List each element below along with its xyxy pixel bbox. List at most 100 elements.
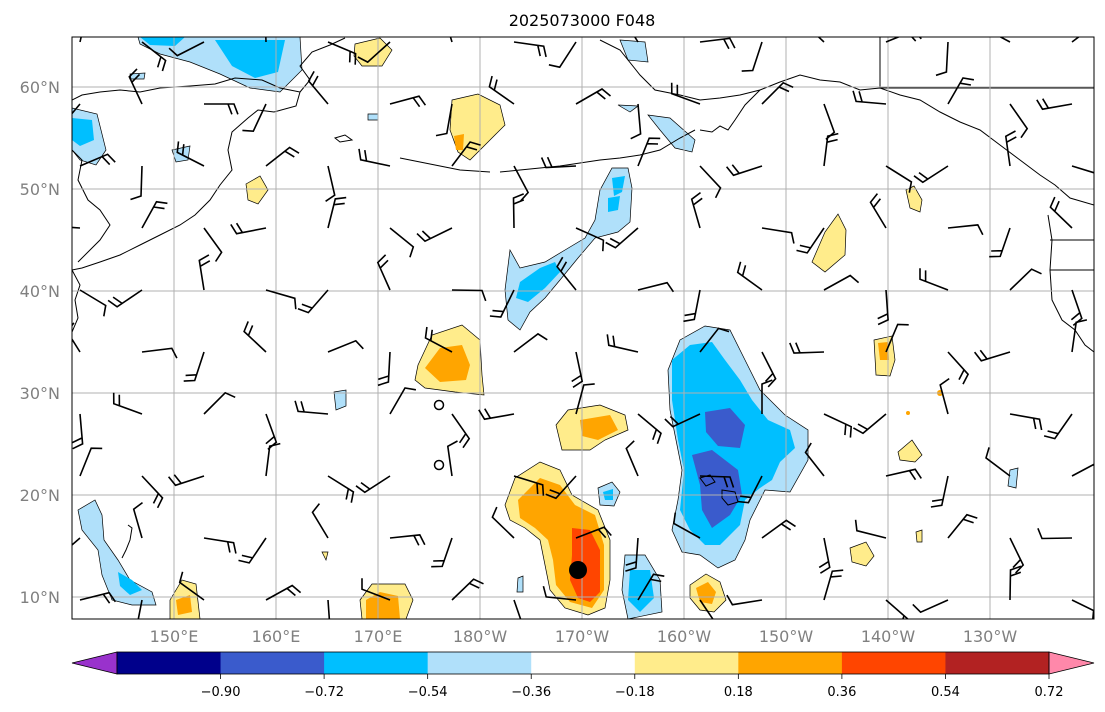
wind-barb — [1049, 196, 1073, 229]
wind-barb — [435, 103, 453, 137]
wind-barb — [1009, 413, 1043, 431]
wind-barb — [761, 81, 794, 105]
map-area — [72, 37, 1094, 619]
wind-barb — [297, 289, 329, 314]
wind-barb — [489, 289, 515, 318]
wind-barb — [451, 141, 481, 167]
wind-barb — [625, 537, 639, 572]
wind-barb — [203, 227, 223, 262]
colorbar-cell — [117, 652, 222, 674]
wind-barbs — [72, 37, 1094, 619]
lon-label: 130°W — [963, 627, 1018, 646]
wind-barb — [637, 573, 665, 601]
shaded-field-positive — [169, 37, 943, 619]
colorbar-tick-label: −0.90 — [201, 685, 241, 700]
wind-barb — [130, 165, 143, 201]
wind-barb — [699, 37, 736, 50]
wind-barb — [1071, 599, 1094, 619]
colorbar-tick-label: −0.18 — [615, 685, 655, 700]
wind-barb — [854, 519, 887, 539]
lon-label: 180°W — [453, 627, 508, 646]
colorbar-tick-label: 0.36 — [827, 685, 856, 700]
wind-barb — [930, 475, 949, 508]
wind-barb — [141, 347, 178, 359]
wind-barb — [823, 274, 860, 291]
colorbar-tick-label: −0.54 — [408, 685, 448, 700]
wind-barb — [737, 475, 763, 504]
wind-barb — [513, 165, 530, 202]
wind-barb — [699, 165, 722, 199]
wind-barb — [361, 578, 391, 601]
wind-barb — [294, 400, 329, 415]
latitude-labels: 60°N 50°N 40°N 30°N 20°N 10°N — [20, 78, 60, 607]
wind-barb — [947, 513, 978, 539]
wind-barb — [885, 165, 913, 193]
wind-barb — [178, 571, 205, 601]
wind-barb — [389, 387, 417, 415]
wind-barb — [741, 41, 763, 72]
wind-barb — [947, 224, 984, 236]
colorbar-tick-label: −0.72 — [304, 685, 344, 700]
wind-barb — [132, 501, 143, 539]
wind-barb — [446, 440, 458, 477]
wind-barb — [243, 321, 267, 353]
wind-barb — [690, 191, 703, 229]
lat-label: 50°N — [20, 180, 60, 199]
wind-barb — [548, 41, 577, 69]
wind-barb — [79, 153, 116, 167]
wind-barb — [72, 537, 81, 547]
wind-barb — [575, 526, 612, 539]
colorbar-tick-label: 0.72 — [1035, 685, 1064, 700]
wind-barb — [947, 77, 975, 105]
wind-barb — [761, 379, 773, 414]
wind-barb — [1071, 165, 1094, 174]
wind-barb — [885, 599, 910, 619]
wind-barb — [1071, 37, 1080, 43]
coastlines — [72, 37, 1094, 559]
map-frame — [71, 36, 1095, 620]
wind-barb — [1043, 413, 1073, 440]
wind-barb — [389, 534, 426, 546]
wind-barb — [238, 537, 267, 564]
wind-barb — [637, 137, 661, 167]
wind-barb — [725, 164, 763, 177]
lat-label: 10°N — [20, 588, 60, 607]
wind-barb — [913, 165, 949, 184]
wind-barb — [998, 37, 1011, 43]
wind-barb — [606, 334, 639, 353]
wind-barb — [672, 512, 701, 539]
wind-barb — [789, 342, 825, 354]
wind-barb — [358, 148, 391, 167]
wind-barb — [265, 442, 281, 477]
wind-barb — [625, 440, 639, 477]
wind-barb — [545, 475, 577, 500]
wind-barb — [491, 506, 515, 539]
wind-barb — [242, 103, 267, 133]
wind-barb — [919, 268, 949, 291]
wind-barb — [818, 537, 831, 574]
wind-barb — [885, 37, 922, 43]
wind-barb — [431, 537, 453, 568]
wind-barb — [823, 132, 839, 167]
wind-barb — [1009, 103, 1029, 139]
wind-barb — [265, 584, 302, 601]
wind-barb — [451, 289, 487, 302]
wind-barb — [512, 193, 525, 229]
open-circle-marker — [433, 459, 445, 471]
lon-label: 150°W — [759, 627, 814, 646]
lat-label: 60°N — [20, 78, 60, 97]
wind-barb — [761, 227, 795, 244]
colorbar-tick-label: −0.36 — [511, 685, 551, 700]
wind-barb — [112, 392, 143, 415]
wind-barb — [736, 261, 763, 291]
colorbar-cell — [841, 652, 946, 674]
wind-barb — [204, 103, 239, 115]
wind-barb — [935, 41, 949, 77]
colorbar-cell — [945, 652, 1050, 674]
wind-barb — [556, 256, 577, 291]
wind-barb — [107, 289, 143, 308]
wind-barb — [1009, 268, 1042, 291]
graticule — [72, 37, 1094, 619]
wind-barb — [357, 41, 391, 64]
